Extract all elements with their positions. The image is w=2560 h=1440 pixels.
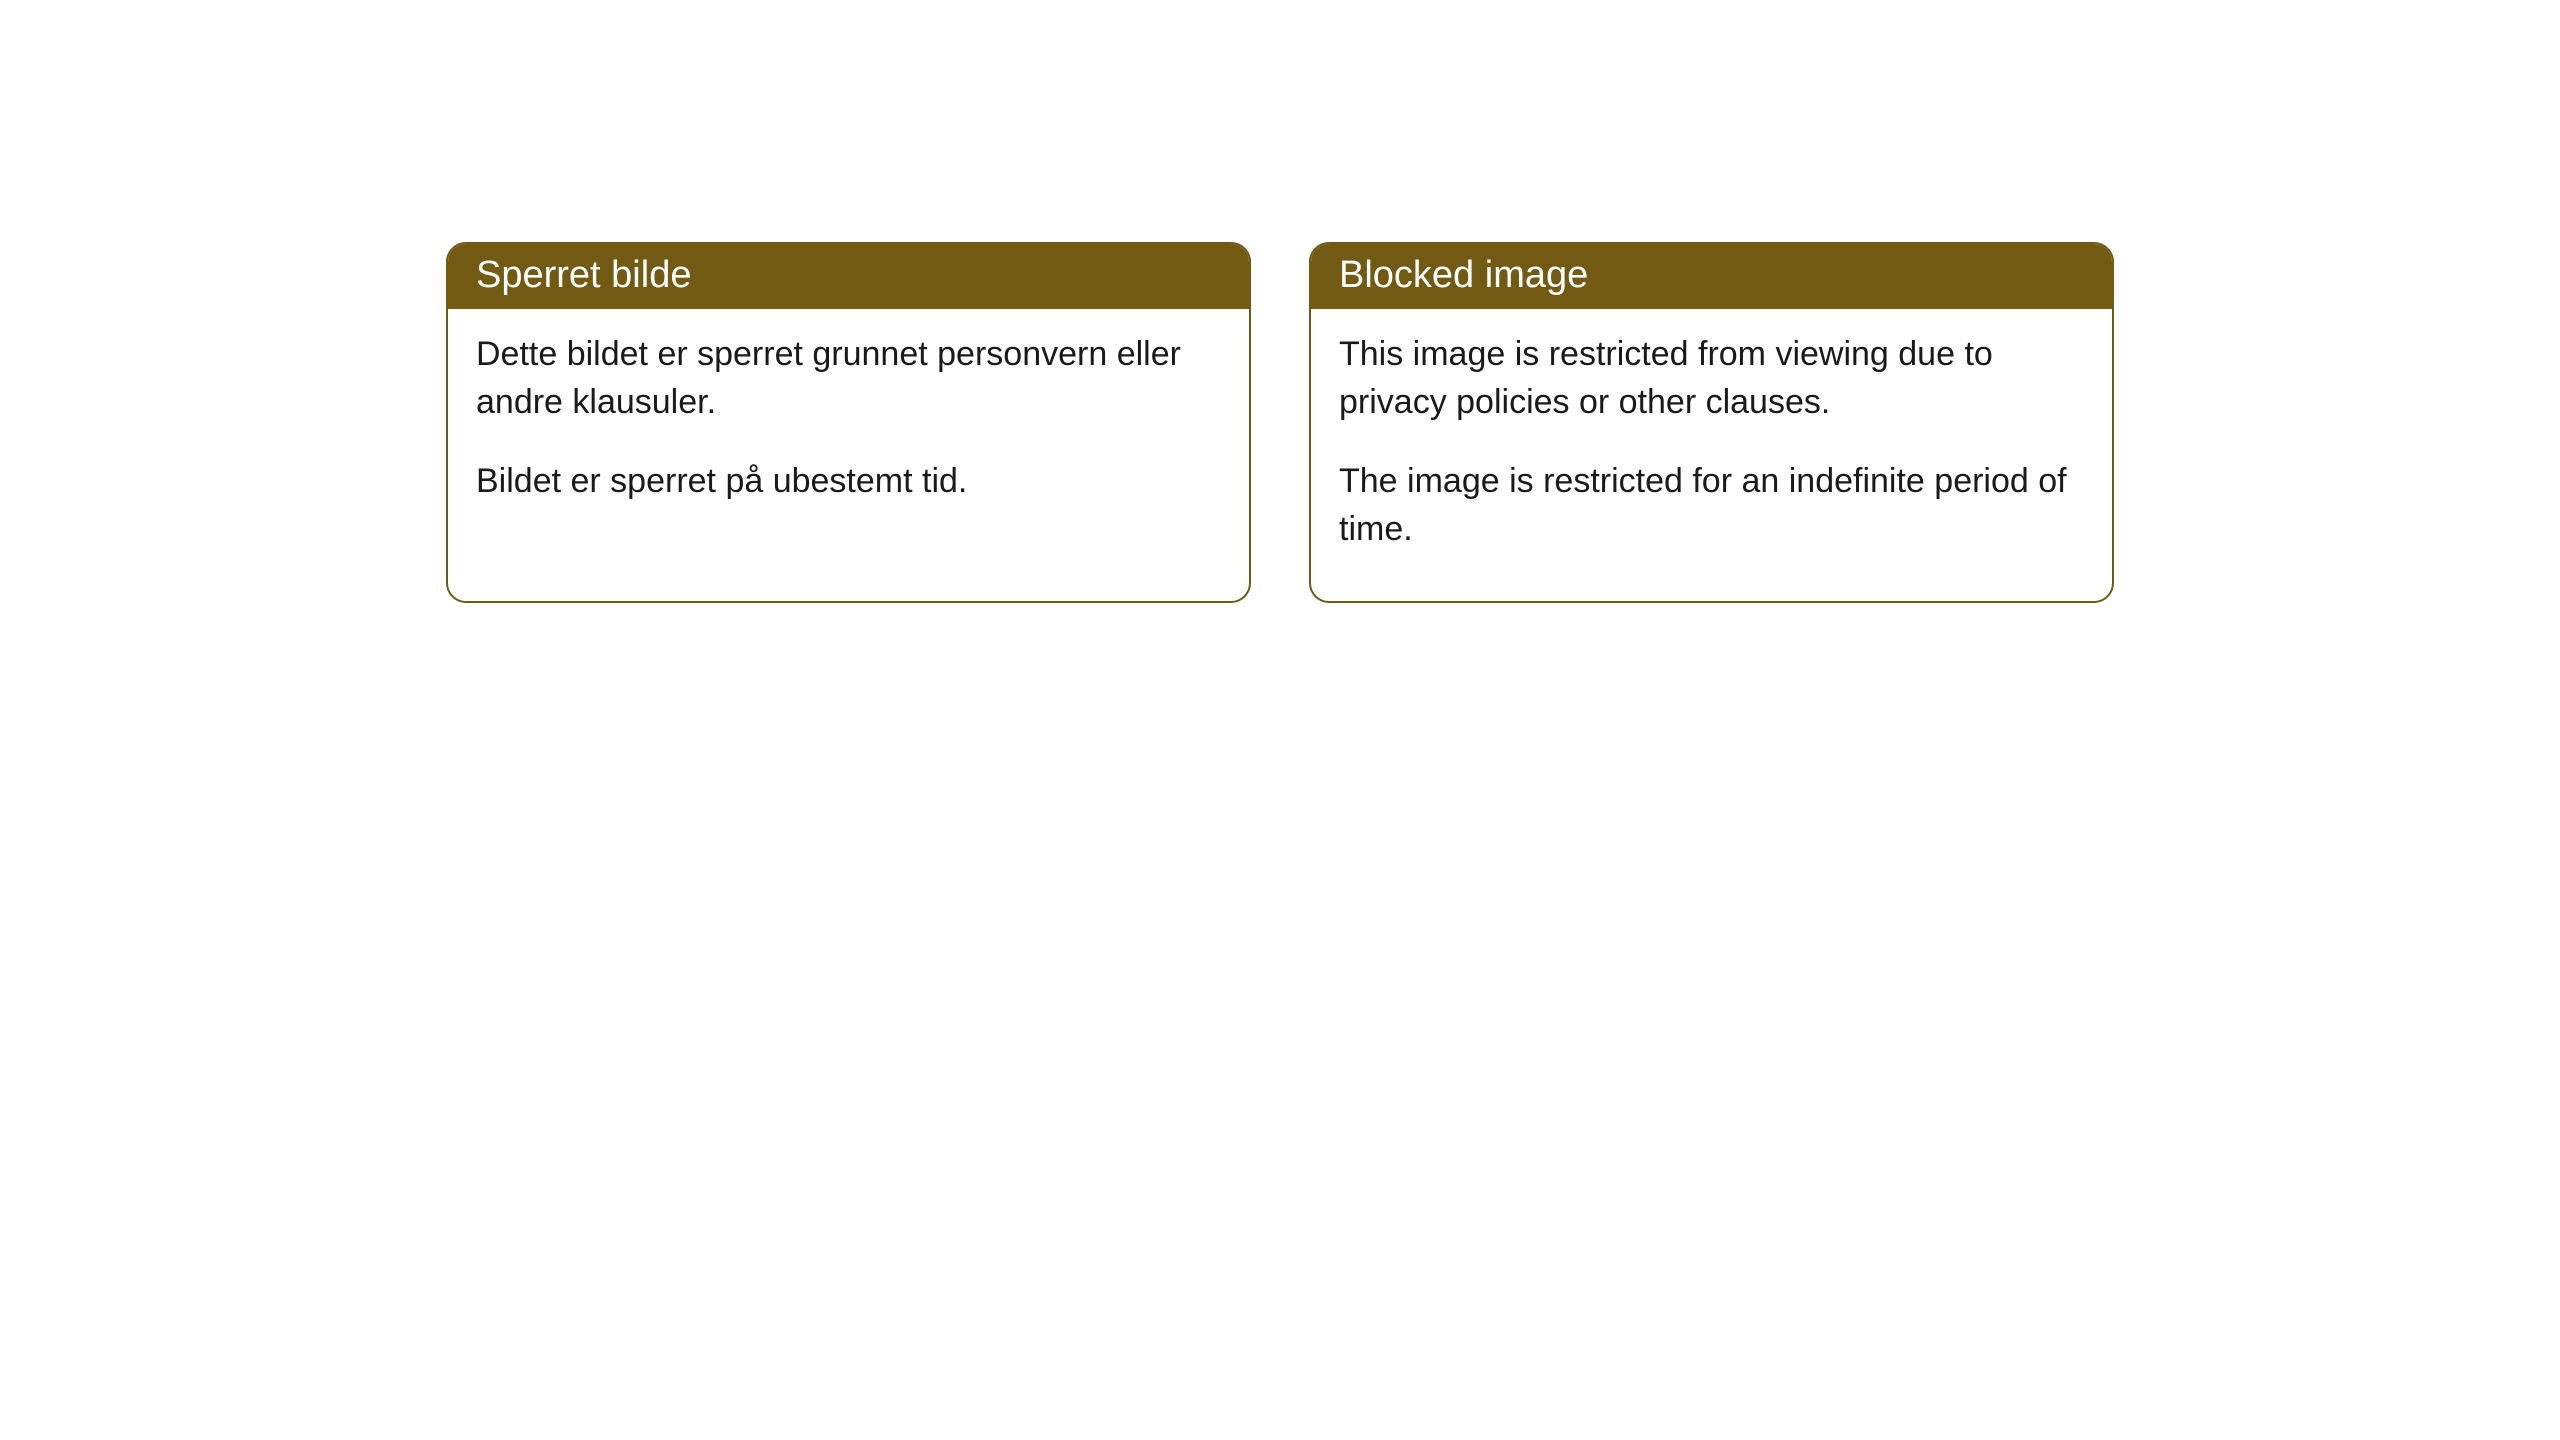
- card-paragraph-2-norwegian: Bildet er sperret på ubestemt tid.: [476, 458, 1221, 506]
- card-paragraph-1-english: This image is restricted from viewing du…: [1339, 331, 2084, 426]
- notice-card-english: Blocked image This image is restricted f…: [1309, 242, 2114, 603]
- notice-card-norwegian: Sperret bilde Dette bildet er sperret gr…: [446, 242, 1251, 603]
- card-paragraph-2-english: The image is restricted for an indefinit…: [1339, 458, 2084, 553]
- card-title-norwegian: Sperret bilde: [476, 254, 691, 296]
- card-header-english: Blocked image: [1311, 244, 2112, 309]
- card-title-english: Blocked image: [1339, 254, 1588, 296]
- card-paragraph-1-norwegian: Dette bildet er sperret grunnet personve…: [476, 331, 1221, 426]
- notice-cards-container: Sperret bilde Dette bildet er sperret gr…: [446, 242, 2114, 603]
- card-header-norwegian: Sperret bilde: [448, 244, 1249, 309]
- card-body-norwegian: Dette bildet er sperret grunnet personve…: [448, 309, 1249, 554]
- card-body-english: This image is restricted from viewing du…: [1311, 309, 2112, 601]
